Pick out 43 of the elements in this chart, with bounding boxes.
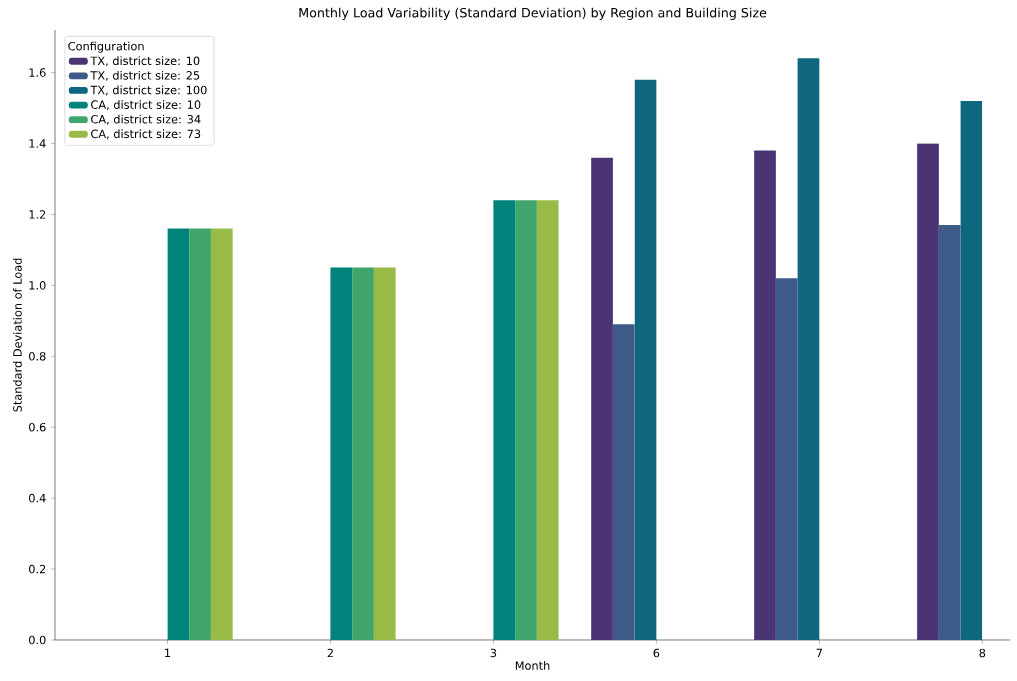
bar xyxy=(536,200,559,640)
bar xyxy=(493,200,516,640)
bar xyxy=(960,100,983,640)
bar xyxy=(634,79,657,640)
chart-title: Monthly Load Variability (Standard Deviation) by Region and Building Size xyxy=(299,7,767,20)
bar xyxy=(330,267,353,640)
legend-label: TX, district size: 100 xyxy=(90,85,207,96)
legend-label: CA, district size: 73 xyxy=(91,129,201,140)
bar xyxy=(189,228,211,640)
bar xyxy=(775,278,798,640)
legend-label: CA, district size: 10 xyxy=(91,100,201,111)
bar xyxy=(754,150,776,640)
x-tick-label: 8 xyxy=(979,648,986,658)
y-tick-label: 0.0 xyxy=(29,635,46,645)
y-tick-label: 0.2 xyxy=(29,564,46,574)
bar xyxy=(917,143,939,640)
y-tick-label: 1.4 xyxy=(29,139,46,148)
y-tick-label: 0.6 xyxy=(29,422,46,432)
bar xyxy=(167,228,190,640)
bar xyxy=(938,225,961,640)
bar xyxy=(210,228,233,640)
y-tick-label: 1.6 xyxy=(29,68,46,77)
bar xyxy=(373,267,396,640)
x-tick-label: 1 xyxy=(165,648,171,657)
legend-title: Configuration xyxy=(68,41,144,53)
y-tick-label: 1.0 xyxy=(29,281,46,290)
x-tick-label: 2 xyxy=(327,648,333,658)
y-tick-label: 0.8 xyxy=(29,351,46,361)
x-axis-title: Month xyxy=(515,661,550,670)
legend-label: CA, district size: 34 xyxy=(91,114,201,125)
bar xyxy=(797,58,820,640)
bar xyxy=(515,200,537,640)
x-tick-label: 7 xyxy=(816,648,822,657)
y-tick-label: 0.4 xyxy=(29,493,46,503)
x-tick-label: 3 xyxy=(490,648,497,658)
y-tick-label: 1.2 xyxy=(29,210,46,219)
bar xyxy=(612,324,635,640)
bar xyxy=(591,157,613,640)
y-axis-title: Standard Deviation of Load xyxy=(13,258,22,412)
legend-label: TX, district size: 25 xyxy=(90,70,200,81)
x-tick-label: 6 xyxy=(653,648,660,658)
legend-label: TX, district size: 10 xyxy=(90,56,200,67)
bar xyxy=(352,267,374,640)
